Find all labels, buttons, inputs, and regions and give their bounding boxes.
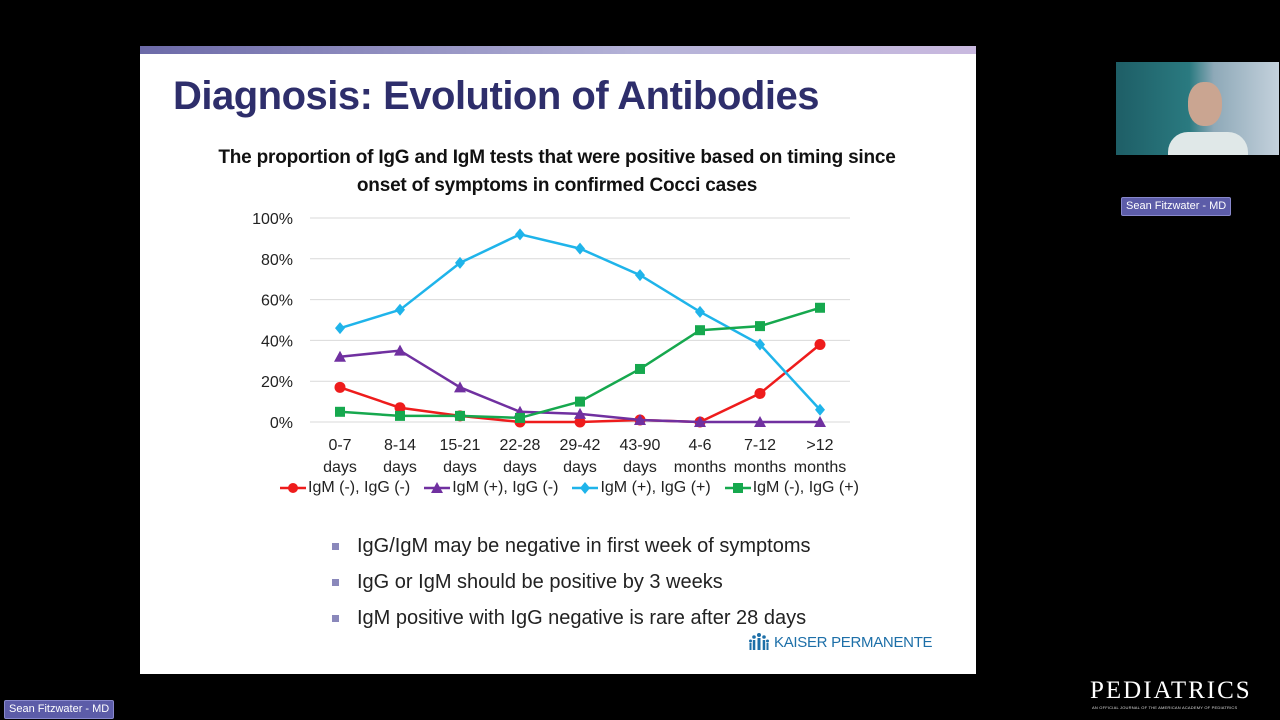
bullet-item: IgG/IgM may be negative in first week of… (332, 528, 811, 564)
kaiser-permanente-logo: KAISER PERMANENTE (748, 632, 933, 652)
x-tick-label: months (734, 459, 786, 476)
data-point (335, 406, 345, 417)
x-tick-label: months (674, 459, 726, 476)
data-point (334, 350, 346, 362)
x-tick-label: days (443, 459, 477, 476)
data-point (574, 407, 586, 419)
x-tick-label: days (623, 459, 657, 476)
data-point (575, 396, 585, 407)
data-point (815, 302, 825, 313)
bullet-text: IgM positive with IgG negative is rare a… (357, 606, 807, 629)
legend-label: IgM (-), IgG (+) (752, 479, 859, 496)
data-point (695, 305, 705, 318)
series-line (339, 233, 821, 411)
data-point (455, 410, 465, 421)
legend-item: IgM (-), IgG (-) (280, 479, 410, 497)
data-point (635, 363, 645, 374)
data-point (755, 321, 765, 332)
x-tick-label: 7-12 (744, 437, 776, 454)
bullet-icon (332, 578, 339, 586)
chart-legend: IgM (-), IgG (-) IgM (+), IgG (-) IgM (+),… (280, 479, 859, 497)
data-point (515, 228, 525, 241)
data-point (814, 416, 826, 427)
data-point (755, 338, 765, 351)
speaker-body (1168, 132, 1248, 155)
data-point (394, 402, 406, 414)
pediatrics-tagline: AN OFFICIAL JOURNAL OF THE AMERICAN ACAD… (1092, 705, 1238, 710)
data-point (394, 344, 406, 356)
y-tick-label: 100% (252, 211, 293, 228)
x-tick-label: >12 (806, 437, 833, 454)
bullet-text: IgG or IgM should be positive by 3 weeks (357, 570, 723, 593)
speaker-video-tile[interactable] (1116, 62, 1279, 155)
y-tick-label: 60% (261, 293, 293, 310)
data-point (695, 325, 705, 336)
legend-marker-icon (280, 483, 306, 493)
data-point (754, 387, 766, 399)
data-point (575, 242, 585, 255)
x-tick-label: 29-42 (560, 437, 601, 454)
line-chart: 0% 20% 40% 60% 80% 100% 0-7 days 8-14 days 15-21 da… (252, 211, 850, 476)
data-point (754, 416, 766, 427)
data-point (814, 338, 826, 350)
x-tick-label: 8-14 (384, 437, 416, 454)
slide-title: Diagnosis: Evolution of Antibodies (173, 74, 819, 118)
speaker-name-tag: Sean Fitzwater - MD (1121, 197, 1232, 216)
x-tick-label: 15-21 (440, 437, 481, 454)
bullet-item: IgG or IgM should be positive by 3 weeks (332, 564, 811, 600)
data-point (455, 256, 465, 269)
legend-label: IgM (+), IgG (-) (452, 479, 559, 496)
legend-marker-icon (724, 483, 751, 493)
y-tick-label: 0% (270, 415, 293, 432)
x-tick-label: 43-90 (620, 437, 661, 454)
y-tick-label: 20% (261, 374, 293, 391)
data-point (634, 413, 646, 425)
x-tick-label: days (383, 459, 417, 476)
data-point (335, 322, 345, 335)
bullet-icon (332, 614, 339, 622)
data-point (515, 412, 525, 423)
legend-marker-icon (572, 482, 599, 494)
x-tick-label: days (323, 459, 357, 476)
x-tick-label: months (794, 459, 846, 476)
legend-item: IgM (+), IgG (-) (424, 479, 558, 497)
self-name-tag: Sean Fitzwater - MD (4, 700, 115, 719)
x-tick-label: days (503, 459, 537, 476)
data-point (454, 381, 466, 393)
kaiser-logo-text: KAISER PERMANENTE (774, 633, 933, 651)
bullet-item: IgM positive with IgG negative is rare a… (332, 600, 811, 636)
legend-item: IgM (+), IgG (+) (572, 479, 711, 497)
slide-top-bar (140, 46, 976, 54)
data-point (395, 303, 405, 316)
data-point (635, 269, 645, 282)
x-tick-label: 4-6 (688, 437, 711, 454)
data-point (694, 416, 706, 427)
bullet-text: IgG/IgM may be negative in first week of… (357, 534, 811, 557)
kaiser-logo-icon (749, 633, 769, 650)
data-point (815, 403, 825, 416)
x-tick-label: days (563, 459, 597, 476)
data-point (395, 410, 405, 421)
chart-title: The proportion of IgG and IgM tests that… (218, 147, 896, 196)
legend-marker-icon (424, 482, 451, 493)
data-point (574, 416, 586, 428)
y-tick-label: 80% (261, 252, 293, 269)
presentation-slide: Diagnosis: Evolution of Antibodies The p… (140, 46, 976, 674)
bullet-list: IgG/IgM may be negative in first week of… (332, 528, 811, 636)
legend-item: IgM (-), IgG (+) (724, 479, 859, 497)
y-tick-label: 40% (261, 333, 293, 350)
bullet-icon (332, 542, 339, 550)
x-tick-label: 22-28 (500, 437, 541, 454)
x-tick-label: 0-7 (328, 437, 351, 454)
data-point (334, 381, 346, 393)
speaker-head (1188, 82, 1222, 126)
pediatrics-logo: PEDIATRICS (1090, 677, 1252, 704)
legend-label: IgM (-), IgG (-) (308, 479, 411, 496)
legend-label: IgM (+), IgG (+) (600, 479, 711, 496)
